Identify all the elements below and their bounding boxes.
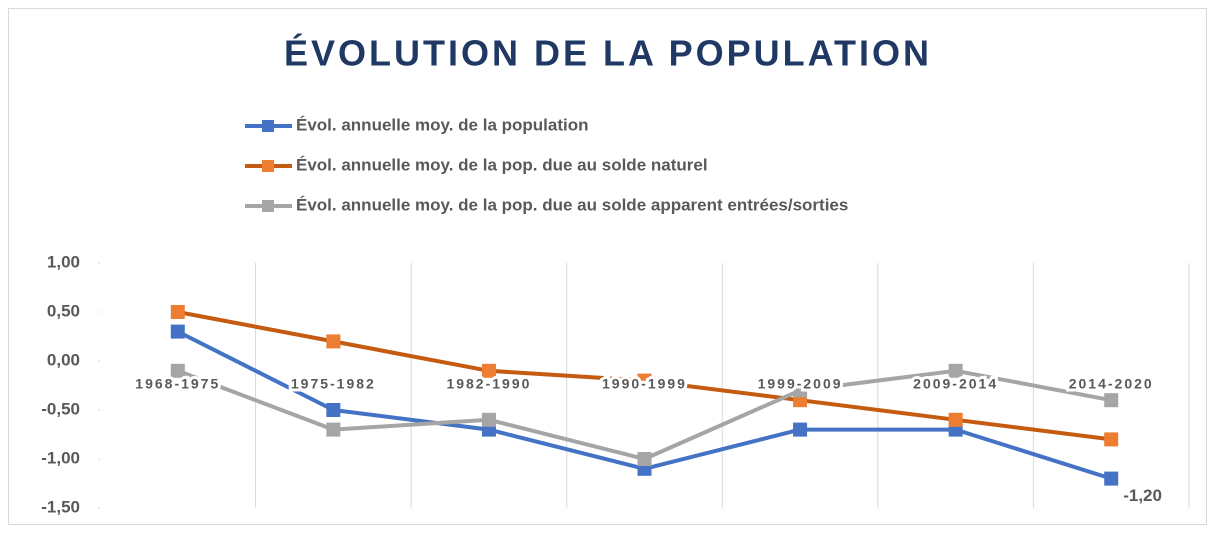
x-tick-label: 2014-2020 [1069, 376, 1154, 392]
chart-border [8, 8, 1207, 525]
x-tick-label: 1968-1975 [135, 376, 220, 392]
point [481, 412, 496, 427]
point [948, 363, 963, 378]
y-tick-label: -0,50 [41, 399, 80, 418]
y-tick-label: -1,50 [41, 497, 80, 516]
legend-marker [262, 160, 274, 172]
point [170, 324, 185, 339]
x-tick-label: 1982-1990 [446, 376, 531, 392]
point [326, 422, 341, 437]
x-tick-label: 1990-1999 [602, 376, 687, 392]
x-tick-label: 1975-1982 [291, 376, 376, 392]
legend-label: Évol. annuelle moy. de la population [296, 115, 589, 134]
y-tick-label: 0,00 [47, 350, 80, 369]
point [170, 305, 185, 319]
point [1104, 393, 1119, 408]
x-tick-label: 2009-2014 [913, 376, 998, 392]
point [793, 422, 808, 437]
point [170, 363, 185, 378]
legend-label: Évol. annuelle moy. de la pop. due au so… [296, 195, 848, 214]
point [326, 403, 341, 417]
x-tick-label: 2014-2020 [1069, 376, 1154, 392]
x-tick-label: 2009-2014 [913, 376, 998, 392]
point [1104, 432, 1119, 447]
point [1104, 471, 1119, 486]
legend-marker [262, 120, 274, 132]
data-label: -1,20 [1123, 486, 1162, 505]
legend-marker [262, 200, 274, 212]
x-tick-label: 1975-1982 [291, 376, 376, 392]
y-tick-label: -1,00 [41, 448, 80, 467]
x-tick-label: 1999-2009 [758, 376, 843, 392]
y-tick-label: 1,00 [47, 252, 80, 271]
y-tick-label: 0,50 [47, 301, 80, 320]
point [793, 383, 808, 398]
point [637, 373, 652, 388]
point [948, 412, 963, 427]
point [326, 334, 341, 349]
point [481, 363, 496, 378]
chart-title: ÉVOLUTION DE LA POPULATION [284, 33, 932, 74]
point [637, 452, 652, 466]
legend-label: Évol. annuelle moy. de la pop. due au so… [296, 155, 708, 174]
x-tick-label: 1982-1990 [446, 376, 531, 392]
